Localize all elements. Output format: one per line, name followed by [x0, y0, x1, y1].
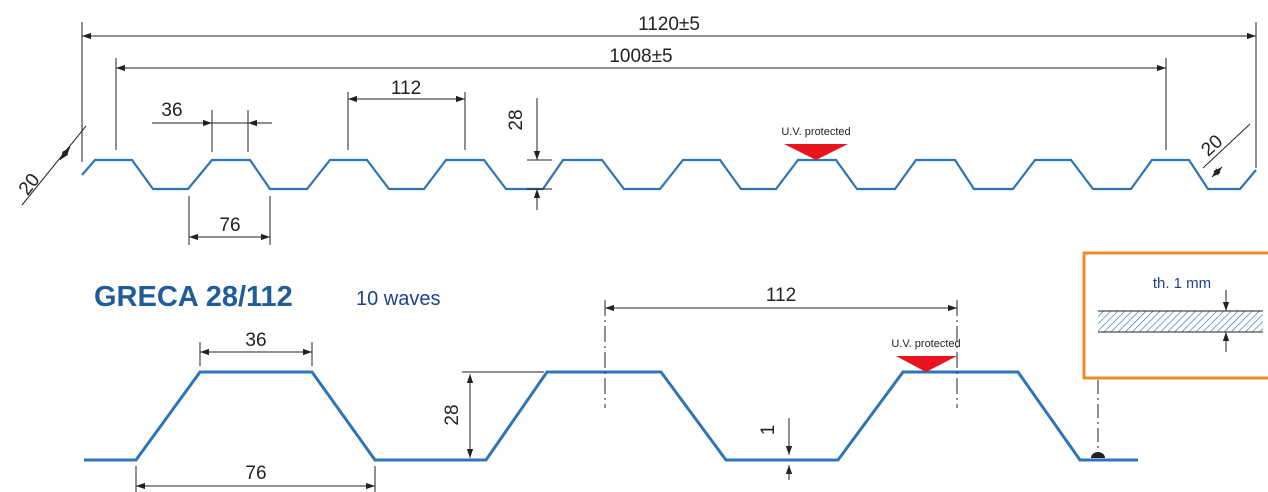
bottom-uv-label: U.V. protected [891, 338, 960, 350]
detail-leader [1091, 380, 1105, 458]
top-base-label: 76 [219, 215, 240, 236]
bottom-uv-triangle [896, 356, 957, 372]
top-uv-marker: U.V. protected [781, 126, 851, 160]
overall-width-dimension: 1120±5 [81, 14, 1257, 168]
top-height-dimension: 28 [506, 98, 552, 210]
cover-width-label: 1008±5 [609, 46, 672, 67]
top-pitch-dimension: 112 [347, 78, 466, 150]
right-edge-dimension: 20 [1197, 123, 1251, 178]
top-crest-label: 36 [161, 100, 182, 121]
top-height-label: 28 [506, 109, 527, 130]
thickness-detail-label: th. 1 mm [1153, 275, 1211, 292]
thickness-hatch [1098, 311, 1263, 332]
right-edge-label: 20 [1197, 131, 1227, 161]
bottom-height-label: 28 [442, 404, 463, 425]
bottom-thickness-label: 1 [758, 425, 779, 436]
top-uv-triangle [784, 144, 848, 160]
bottom-uv-marker: U.V. protected [891, 338, 961, 372]
bottom-pitch-dimension: 112 [604, 285, 958, 408]
top-base-dimension: 76 [188, 196, 271, 245]
top-crest-dimension: 36 [152, 100, 272, 152]
bottom-base-dimension: 76 [135, 463, 376, 492]
top-uv-label: U.V. protected [781, 126, 850, 138]
top-pitch-label: 112 [391, 78, 421, 99]
left-edge-label: 20 [15, 170, 45, 200]
left-edge-dimension: 20 [15, 125, 87, 206]
top-profile-line [81, 158, 1257, 191]
cover-width-dimension: 1008±5 [115, 46, 1167, 150]
thickness-detail-box: th. 1 mm [1082, 251, 1268, 380]
bottom-thickness-dimension: 1 [758, 418, 793, 480]
bottom-pitch-label: 112 [766, 285, 796, 306]
product-subtitle: 10 waves [356, 288, 441, 310]
bottom-crest-dimension: 36 [199, 330, 313, 366]
bottom-base-label: 76 [245, 463, 266, 484]
product-title: GRECA 28/112 [94, 281, 293, 313]
bottom-profile-line [84, 370, 1138, 462]
bottom-crest-label: 36 [245, 330, 266, 351]
bottom-height-dimension: 28 [442, 371, 544, 458]
overall-width-label: 1120±5 [638, 14, 700, 35]
